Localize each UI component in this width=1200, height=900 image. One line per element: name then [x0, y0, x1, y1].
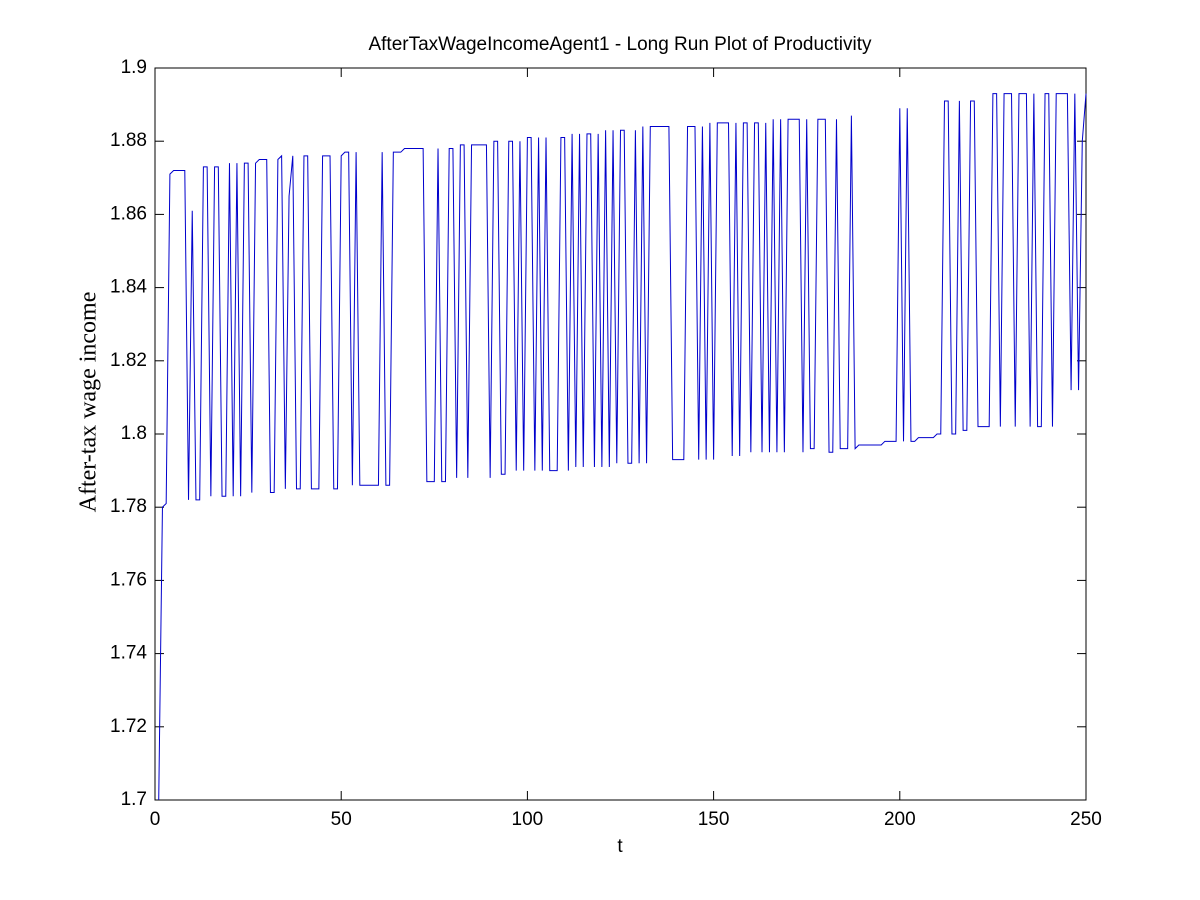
y-tick-label: 1.78	[110, 496, 147, 517]
y-axis-label: After-tax wage income	[76, 292, 102, 513]
x-tick-label: 50	[331, 809, 352, 830]
x-axis-label: t	[617, 836, 623, 857]
y-tick-label: 1.72	[110, 716, 147, 737]
x-tick-label: 0	[150, 809, 161, 830]
y-tick-label: 1.82	[110, 350, 147, 371]
x-tick-label: 250	[1070, 809, 1102, 830]
chart-title: AfterTaxWageIncomeAgent1 - Long Run Plot…	[368, 34, 872, 55]
x-tick-label: 200	[884, 809, 916, 830]
y-tick-label: 1.88	[110, 130, 147, 151]
y-tick-label: 1.76	[110, 569, 147, 590]
data-line	[158, 93, 1087, 801]
y-tick-label: 1.9	[121, 57, 147, 78]
y-tick-label: 1.86	[110, 203, 147, 224]
y-tick-label: 1.7	[121, 789, 147, 810]
x-tick-label: 100	[512, 809, 544, 830]
y-tick-label: 1.84	[110, 277, 147, 298]
plot-area	[154, 67, 1087, 801]
x-tick-label: 150	[698, 809, 730, 830]
y-tick-label: 1.74	[110, 643, 147, 664]
y-tick-label: 1.8	[121, 423, 147, 444]
